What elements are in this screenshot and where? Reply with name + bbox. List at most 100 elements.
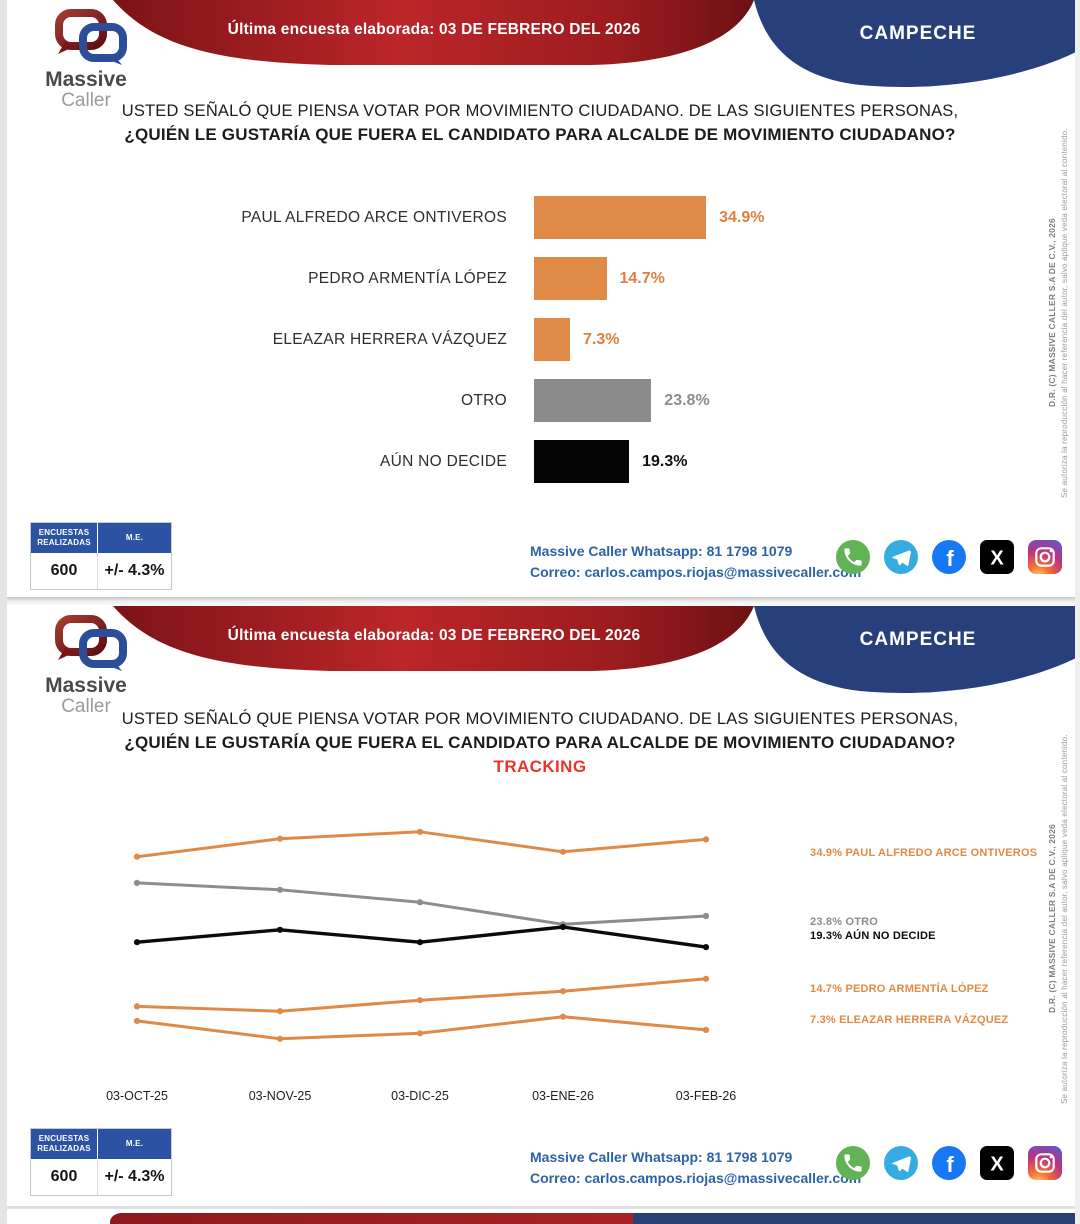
svg-text:f: f [946, 1152, 954, 1177]
instagram-icon[interactable] [1028, 1146, 1062, 1180]
region-wave-shape [754, 606, 1080, 693]
tracking-label: TRACKING [493, 757, 587, 776]
x-axis-tick-label: 03-NOV-25 [248, 1089, 312, 1103]
banner-ribbon-shape [113, 606, 754, 671]
x-axis-tick-label: 03-ENE-26 [532, 1089, 594, 1103]
region-label: CAMPECHE [859, 629, 977, 650]
social-icons: f X [836, 1146, 1062, 1180]
contact-info: Massive Caller Whatsapp: 81 1798 1079 Co… [530, 541, 861, 583]
poll-card: Massive Caller Última encuesta elaborada… [0, 0, 1080, 600]
bar [534, 257, 607, 300]
x-axis-labels: 03-OCT-25 03-NOV-25 03-DIC-25 03-ENE-26 03-F… [0, 1089, 1080, 1109]
table-header-encuestas: ENCUESTAS REALIZADAS [31, 1129, 97, 1159]
x-axis-tick-label: 03-FEB-26 [675, 1089, 737, 1103]
bar-value-label: 34.9% [719, 208, 765, 226]
bar-category-label: PAUL ALFREDO ARCE ONTIVEROS [241, 208, 507, 226]
bar-category-label: ELEAZAR HERRERA VÁZQUEZ [272, 330, 507, 348]
massive-caller-logo: Massive Caller [24, 8, 148, 110]
data-point [276, 835, 284, 842]
contact-info: Massive Caller Whatsapp: 81 1798 1079 Co… [530, 1147, 861, 1189]
data-point [416, 1030, 424, 1037]
question-line-1: USTED SEÑALÓ QUE PIENSA VOTAR POR MOVIMI… [121, 102, 959, 120]
question-line-2: ¿QUIÉN LE GUSTARÍA QUE FUERA EL CANDIDAT… [124, 125, 956, 144]
table-header-me: M.E. [97, 1129, 171, 1159]
card-divider [0, 597, 1080, 606]
legend-item: 19.3% AÚN NO DECIDE [810, 930, 936, 942]
whatsapp-icon[interactable] [836, 540, 870, 574]
legend-item: 14.7% PEDRO ARMENTÍA LÓPEZ [810, 983, 989, 995]
logo-speech-bubbles-icon [55, 9, 127, 65]
contact-whatsapp-line: Massive Caller Whatsapp: 81 1798 1079 [530, 1149, 793, 1165]
svg-text:X: X [990, 1154, 1004, 1176]
telegram-icon[interactable] [884, 1146, 918, 1180]
logo-text-massive: Massive [45, 674, 127, 697]
question-line-2: ¿QUIÉN LE GUSTARÍA QUE FUERA EL CANDIDAT… [124, 733, 956, 752]
page-edge-right [1075, 0, 1080, 1224]
logo-text-caller: Caller [61, 696, 111, 717]
facebook-icon[interactable]: f [932, 540, 966, 574]
bottom-divider [0, 1206, 1080, 1209]
data-point [416, 997, 424, 1004]
data-point [702, 836, 710, 843]
bar-category-label: OTRO [461, 391, 507, 409]
whatsapp-icon[interactable] [836, 1146, 870, 1180]
copyright-vertical-text: D.R. (C) MASSIVE CALLER S.A DE C.V., 202… [1046, 701, 1072, 1137]
legend-item: 7.3% ELEAZAR HERRERA VÁZQUEZ [810, 1014, 1009, 1026]
data-point [559, 848, 567, 855]
copyright-line-2: Se autoriza la reproducción al hacer ref… [1060, 128, 1070, 498]
x-icon[interactable]: X [980, 540, 1014, 574]
page-edge-left [0, 0, 7, 1224]
data-point [133, 1003, 141, 1010]
next-card-sliver [0, 1211, 1080, 1224]
sample-size-table: ENCUESTAS REALIZADAS M.E. 600 +/- 4.3% [30, 522, 172, 590]
contact-whatsapp-line: Massive Caller Whatsapp: 81 1798 1079 [530, 543, 793, 559]
logo-text-massive: Massive [45, 68, 127, 91]
tracking-chart-area [95, 811, 755, 1081]
next-card-blue-ribbon [633, 1213, 1080, 1224]
table-value-encuestas: 600 [50, 1168, 78, 1185]
social-icons: f X [836, 540, 1062, 574]
data-point [276, 926, 284, 933]
header-ribbon-graphics [113, 606, 1080, 693]
legend-item: 34.9% PAUL ALFREDO ARCE ONTIVEROS [810, 847, 1038, 859]
question-title: USTED SEÑALÓ QUE PIENSA VOTAR POR MOVIMI… [40, 710, 1040, 753]
banner-ribbon-shape [113, 0, 754, 65]
bar [534, 318, 570, 361]
bar-value-label: 19.3% [642, 452, 688, 470]
bar-row: PAUL ALFREDO ARCE ONTIVEROS 34.9% [0, 187, 1080, 248]
bar-value-label: 7.3% [583, 330, 620, 348]
bar-category-label: AÚN NO DECIDE [379, 452, 507, 470]
svg-text:f: f [946, 546, 954, 571]
telegram-icon[interactable] [884, 540, 918, 574]
sample-size-table: ENCUESTAS REALIZADAS M.E. 600 +/- 4.3% [30, 1128, 172, 1196]
bar-chart: PAUL ALFREDO ARCE ONTIVEROS 34.9% PEDRO AR… [0, 187, 1080, 492]
bar [534, 196, 707, 239]
question-line-1: USTED SEÑALÓ QUE PIENSA VOTAR POR MOVIMI… [121, 710, 959, 728]
svg-text:X: X [990, 548, 1004, 570]
tracking-line-chart [133, 828, 710, 1042]
data-point [702, 944, 710, 951]
data-point [702, 912, 710, 920]
table-header-encuestas: ENCUESTAS REALIZADAS [31, 523, 97, 553]
data-point [133, 853, 141, 860]
data-point [559, 1013, 567, 1020]
instagram-icon[interactable] [1028, 540, 1062, 574]
x-icon[interactable]: X [980, 1146, 1014, 1180]
data-point [702, 1026, 710, 1033]
x-axis-tick-label: 03-DIC-25 [391, 1089, 449, 1103]
data-point [559, 923, 567, 931]
data-point [276, 1008, 284, 1015]
bar-value-label: 23.8% [664, 391, 710, 409]
data-point [133, 1017, 141, 1024]
logo-text-caller: Caller [61, 90, 111, 111]
massive-caller-logo: Massive Caller [24, 614, 148, 716]
contact-email-line: Correo: carlos.campos.riojas@massivecall… [530, 564, 862, 580]
table-value-me: +/- 4.3% [97, 553, 171, 589]
legend-item: 23.8% OTRO [810, 916, 879, 928]
facebook-icon[interactable]: f [932, 1146, 966, 1180]
data-point [276, 1035, 284, 1042]
copyright-line-1: D.R. (C) MASSIVE CALLER S.A DE C.V., 202… [1047, 824, 1058, 1014]
x-axis-tick-label: 03-OCT-25 [106, 1089, 168, 1103]
data-point [133, 939, 141, 946]
data-point [416, 939, 424, 946]
